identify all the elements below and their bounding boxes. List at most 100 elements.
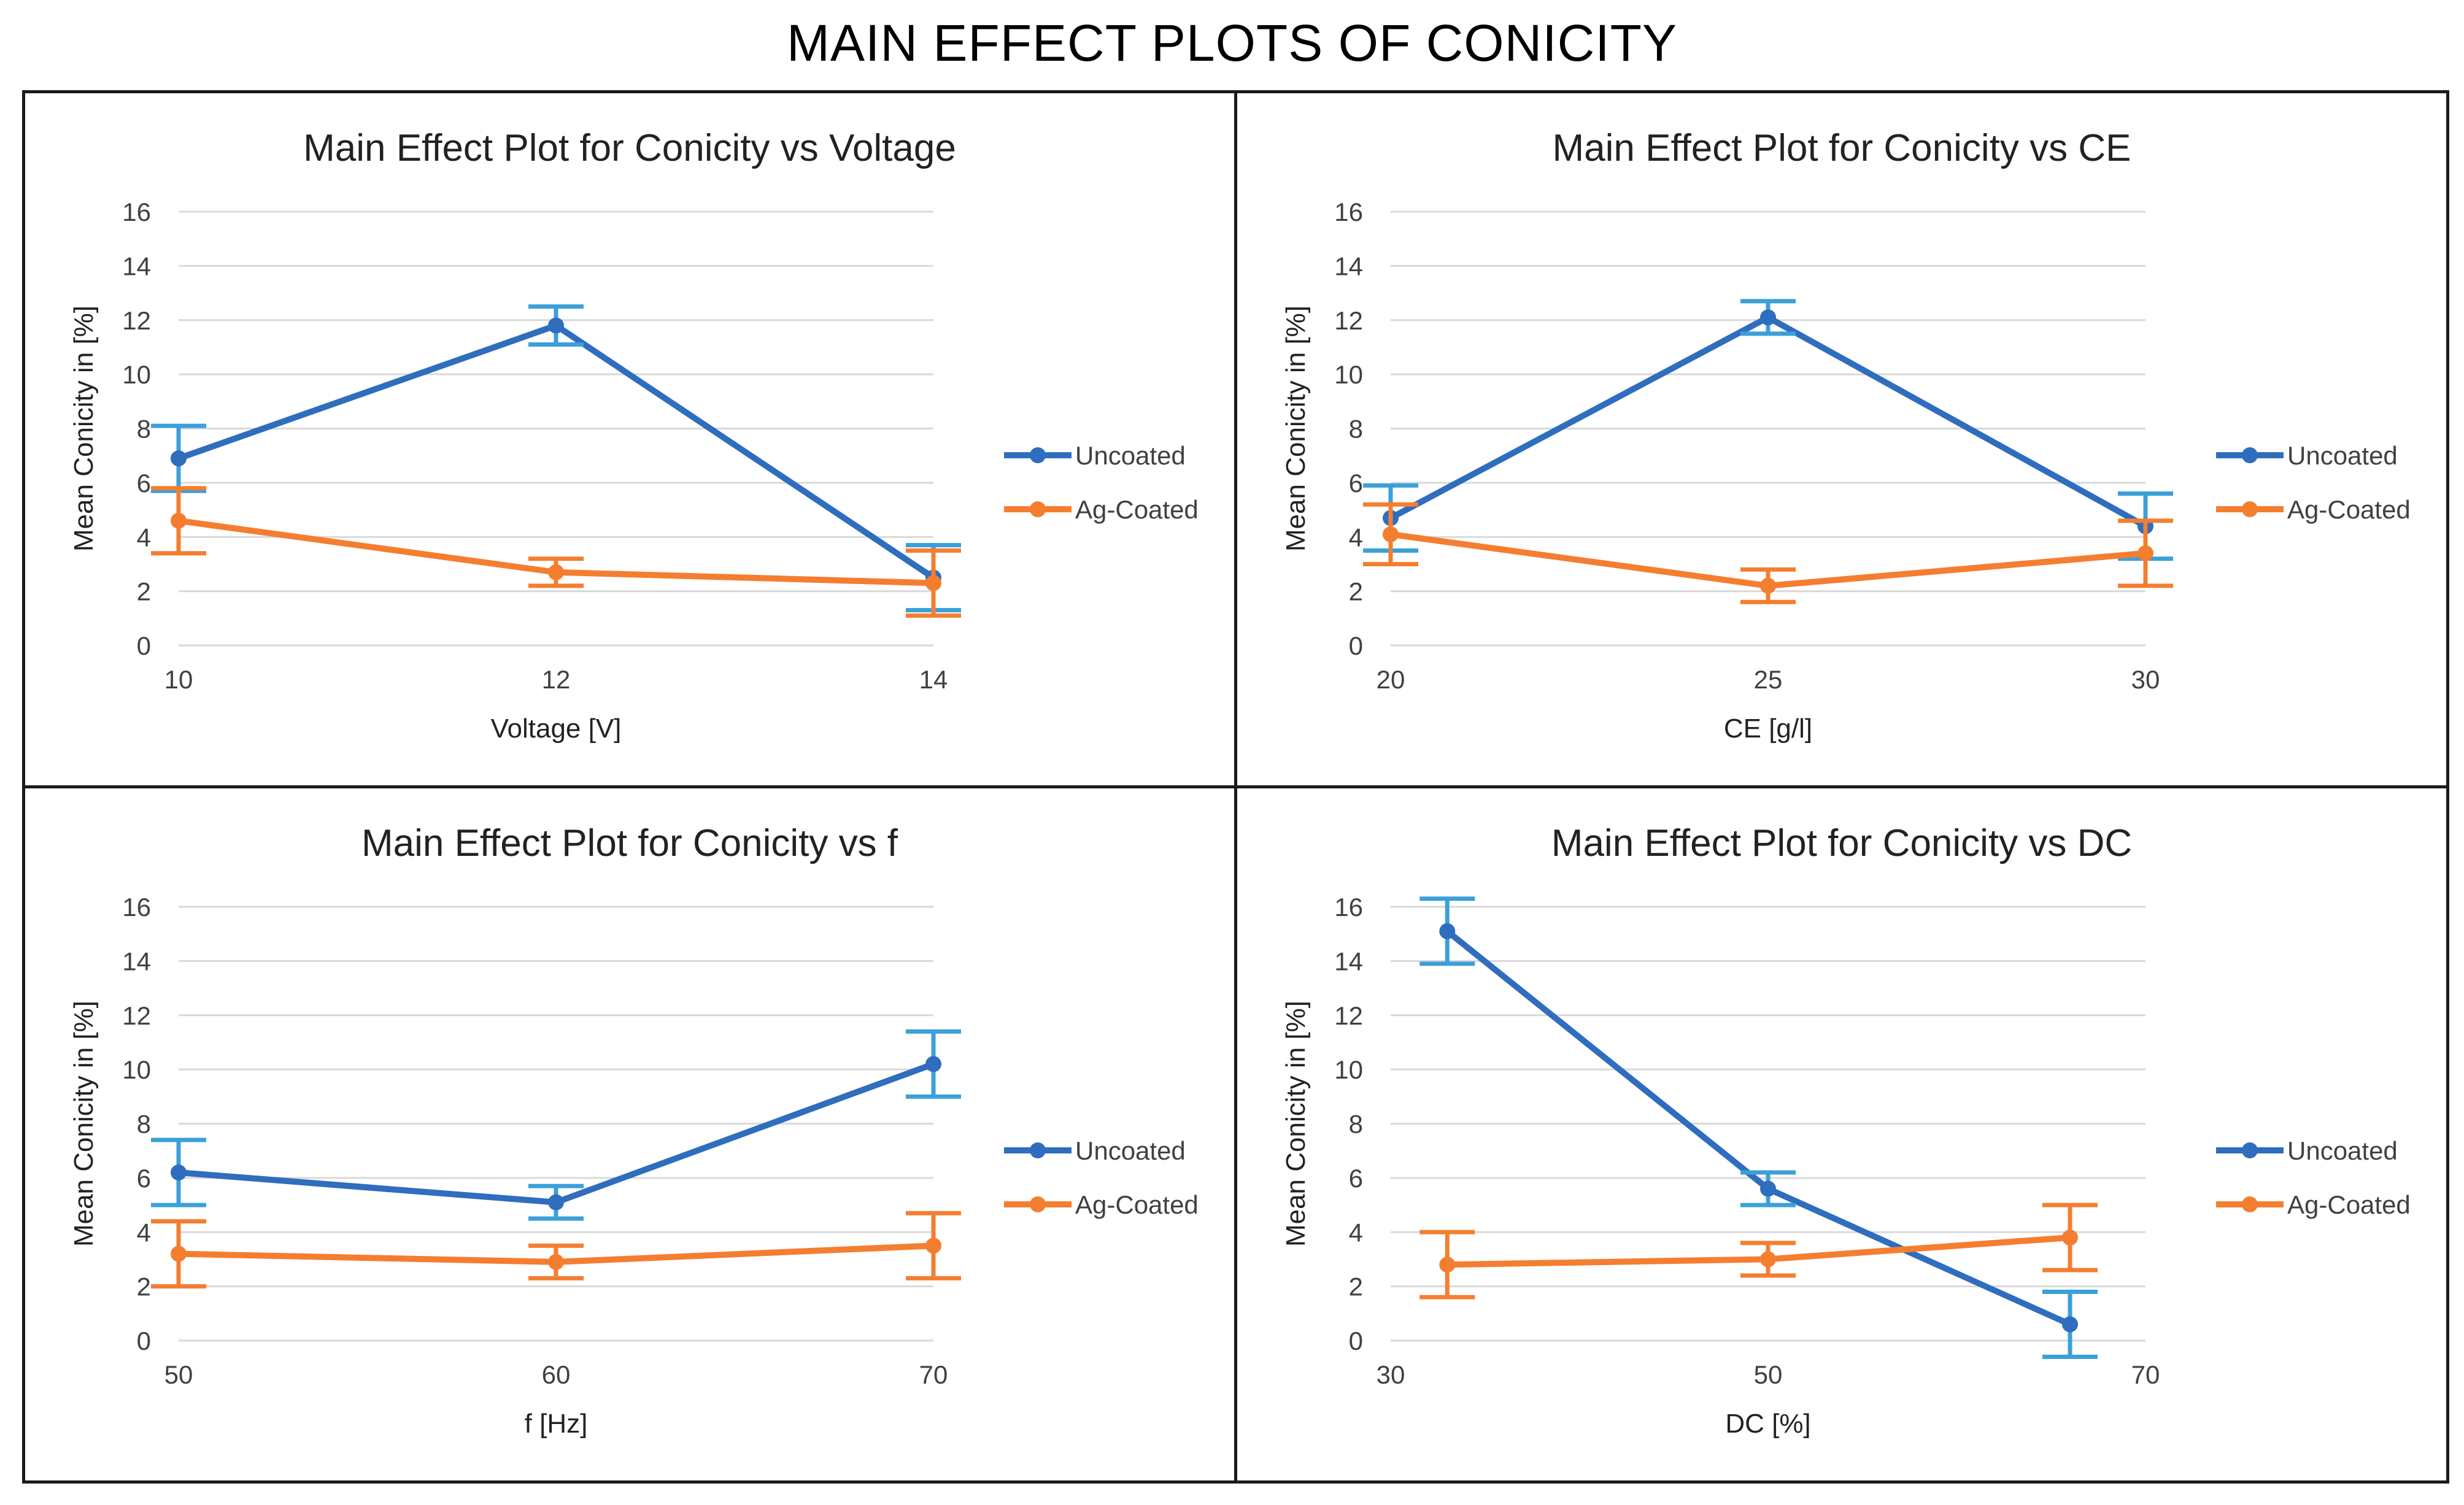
x-tick-label: 30 <box>1377 1360 1405 1389</box>
x-tick-label: 50 <box>1754 1360 1783 1389</box>
chart-title: Main Effect Plot for Conicity vs CE <box>1553 127 2131 169</box>
chart-title: Main Effect Plot for Conicity vs f <box>361 822 898 864</box>
x-tick-label: 10 <box>164 665 193 694</box>
legend-marker-ag-coated <box>2242 501 2258 517</box>
x-tick-label: 50 <box>164 1360 193 1389</box>
y-tick-label: 12 <box>1334 306 1363 335</box>
legend-marker-uncoated <box>2242 447 2258 463</box>
x-tick-label: 12 <box>542 665 571 694</box>
y-tick-label: 2 <box>1349 1272 1363 1301</box>
data-point-ag-coated <box>2062 1230 2078 1246</box>
data-point-ag-coated <box>925 575 941 591</box>
y-tick-label: 0 <box>137 631 151 660</box>
y-tick-label: 12 <box>122 1001 151 1030</box>
x-axis-label: CE [g/l] <box>1724 714 1812 744</box>
y-tick-label: 16 <box>1334 893 1363 922</box>
y-tick-label: 16 <box>122 198 151 226</box>
y-tick-label: 8 <box>1349 1110 1363 1139</box>
legend-label-uncoated: Uncoated <box>1075 1136 1186 1165</box>
y-axis-label: Mean Conicity in [%] <box>69 306 99 552</box>
data-point-ag-coated <box>2138 545 2153 561</box>
legend-label-uncoated: Uncoated <box>2287 441 2398 470</box>
y-tick-label: 10 <box>1334 1055 1363 1084</box>
data-point-ag-coated <box>1760 1251 1776 1268</box>
y-tick-label: 2 <box>137 1272 151 1301</box>
y-tick-label: 0 <box>137 1326 151 1355</box>
data-point-ag-coated <box>1760 577 1776 594</box>
chart-panel-f: Main Effect Plot for Conicity vs f 0 2 4 6 8 1… <box>22 785 1237 1484</box>
y-tick-label: 12 <box>1334 1001 1363 1030</box>
x-axis-label: Voltage [V] <box>491 714 622 744</box>
legend-marker-uncoated <box>1030 447 1046 463</box>
y-tick-label: 0 <box>1349 631 1363 660</box>
data-point-ag-coated <box>171 512 187 529</box>
x-tick-label: 70 <box>2131 1360 2160 1389</box>
legend-marker-ag-coated <box>2242 1196 2258 1212</box>
y-tick-label: 14 <box>1334 947 1363 976</box>
series-line-uncoated <box>1389 314 2147 529</box>
y-tick-label: 12 <box>122 306 151 335</box>
series-line-uncoated <box>178 1061 935 1206</box>
y-tick-label: 8 <box>1349 415 1363 444</box>
y-tick-label: 14 <box>1334 252 1363 280</box>
data-point-ag-coated <box>925 1237 941 1254</box>
data-point-uncoated <box>548 317 564 334</box>
series-line-uncoated <box>177 322 935 580</box>
legend-label-ag-coated: Ag-Coated <box>1075 495 1199 524</box>
y-tick-label: 0 <box>1349 1326 1363 1355</box>
chart-title: Main Effect Plot for Conicity vs DC <box>1551 822 2132 864</box>
legend-marker-uncoated <box>2242 1142 2258 1158</box>
data-point-ag-coated <box>171 1245 187 1262</box>
x-tick-label: 30 <box>2131 665 2160 694</box>
y-tick-label: 6 <box>1349 1164 1363 1193</box>
y-tick-label: 14 <box>122 252 151 280</box>
legend-marker-ag-coated <box>1030 1196 1046 1212</box>
x-tick-label: 70 <box>919 1360 948 1389</box>
legend-marker-uncoated <box>1030 1142 1046 1158</box>
x-tick-label: 60 <box>542 1360 571 1389</box>
y-tick-label: 10 <box>122 1055 151 1084</box>
legend-marker-ag-coated <box>1030 501 1046 517</box>
y-tick-label: 4 <box>1349 523 1363 552</box>
data-point-uncoated <box>2062 1316 2078 1333</box>
y-axis-label: Mean Conicity in [%] <box>69 1001 99 1247</box>
data-point-ag-coated <box>548 564 564 580</box>
y-tick-label: 8 <box>137 415 151 444</box>
legend-label-uncoated: Uncoated <box>1075 441 1186 470</box>
x-tick-label: 25 <box>1754 665 1783 694</box>
x-axis-label: DC [%] <box>1725 1409 1810 1439</box>
data-point-uncoated <box>171 1164 187 1181</box>
y-tick-label: 16 <box>122 893 151 922</box>
legend-label-uncoated: Uncoated <box>2287 1136 2398 1165</box>
y-tick-label: 8 <box>137 1110 151 1139</box>
data-point-ag-coated <box>1383 526 1399 542</box>
chart-title: Main Effect Plot for Conicity vs Voltage <box>303 127 956 169</box>
chart-panel-dc: Main Effect Plot for Conicity vs DC 0 2 4 6 8… <box>1234 785 2449 1484</box>
legend-label-ag-coated: Ag-Coated <box>2287 1190 2411 1219</box>
y-tick-label: 6 <box>1349 469 1363 498</box>
y-tick-label: 2 <box>1349 577 1363 606</box>
y-tick-label: 10 <box>122 360 151 389</box>
y-tick-label: 10 <box>1334 360 1363 389</box>
x-axis-label: f [Hz] <box>525 1409 588 1439</box>
chart-ce: Main Effect Plot for Conicity vs CE 0 2 4 6 8… <box>1281 127 2411 744</box>
chart-panel-voltage: Main Effect Plot for Conicity vs Voltage… <box>22 90 1237 788</box>
y-axis-label: Mean Conicity in [%] <box>1281 306 1311 552</box>
y-tick-label: 4 <box>1349 1218 1363 1247</box>
data-point-uncoated <box>1439 923 1456 939</box>
data-point-uncoated <box>1760 309 1776 326</box>
x-tick-label: 14 <box>919 665 948 694</box>
legend-label-ag-coated: Ag-Coated <box>2287 495 2411 524</box>
chart-dc: Main Effect Plot for Conicity vs DC 0 2 4 6 8… <box>1281 822 2411 1439</box>
data-point-uncoated <box>925 1056 941 1072</box>
y-axis-label: Mean Conicity in [%] <box>1281 1001 1311 1247</box>
y-tick-label: 16 <box>1334 198 1363 226</box>
legend-label-ag-coated: Ag-Coated <box>1075 1190 1199 1219</box>
chart-voltage: Main Effect Plot for Conicity vs Voltage… <box>69 127 1199 744</box>
data-point-ag-coated <box>548 1253 564 1270</box>
y-tick-label: 4 <box>137 523 151 552</box>
chart-f: Main Effect Plot for Conicity vs f 0 2 4 6 8 1… <box>69 822 1199 1439</box>
y-tick-label: 2 <box>137 577 151 606</box>
page-title: MAIN EFFECT PLOTS OF CONICITY <box>787 14 1677 72</box>
data-point-ag-coated <box>1439 1257 1456 1273</box>
